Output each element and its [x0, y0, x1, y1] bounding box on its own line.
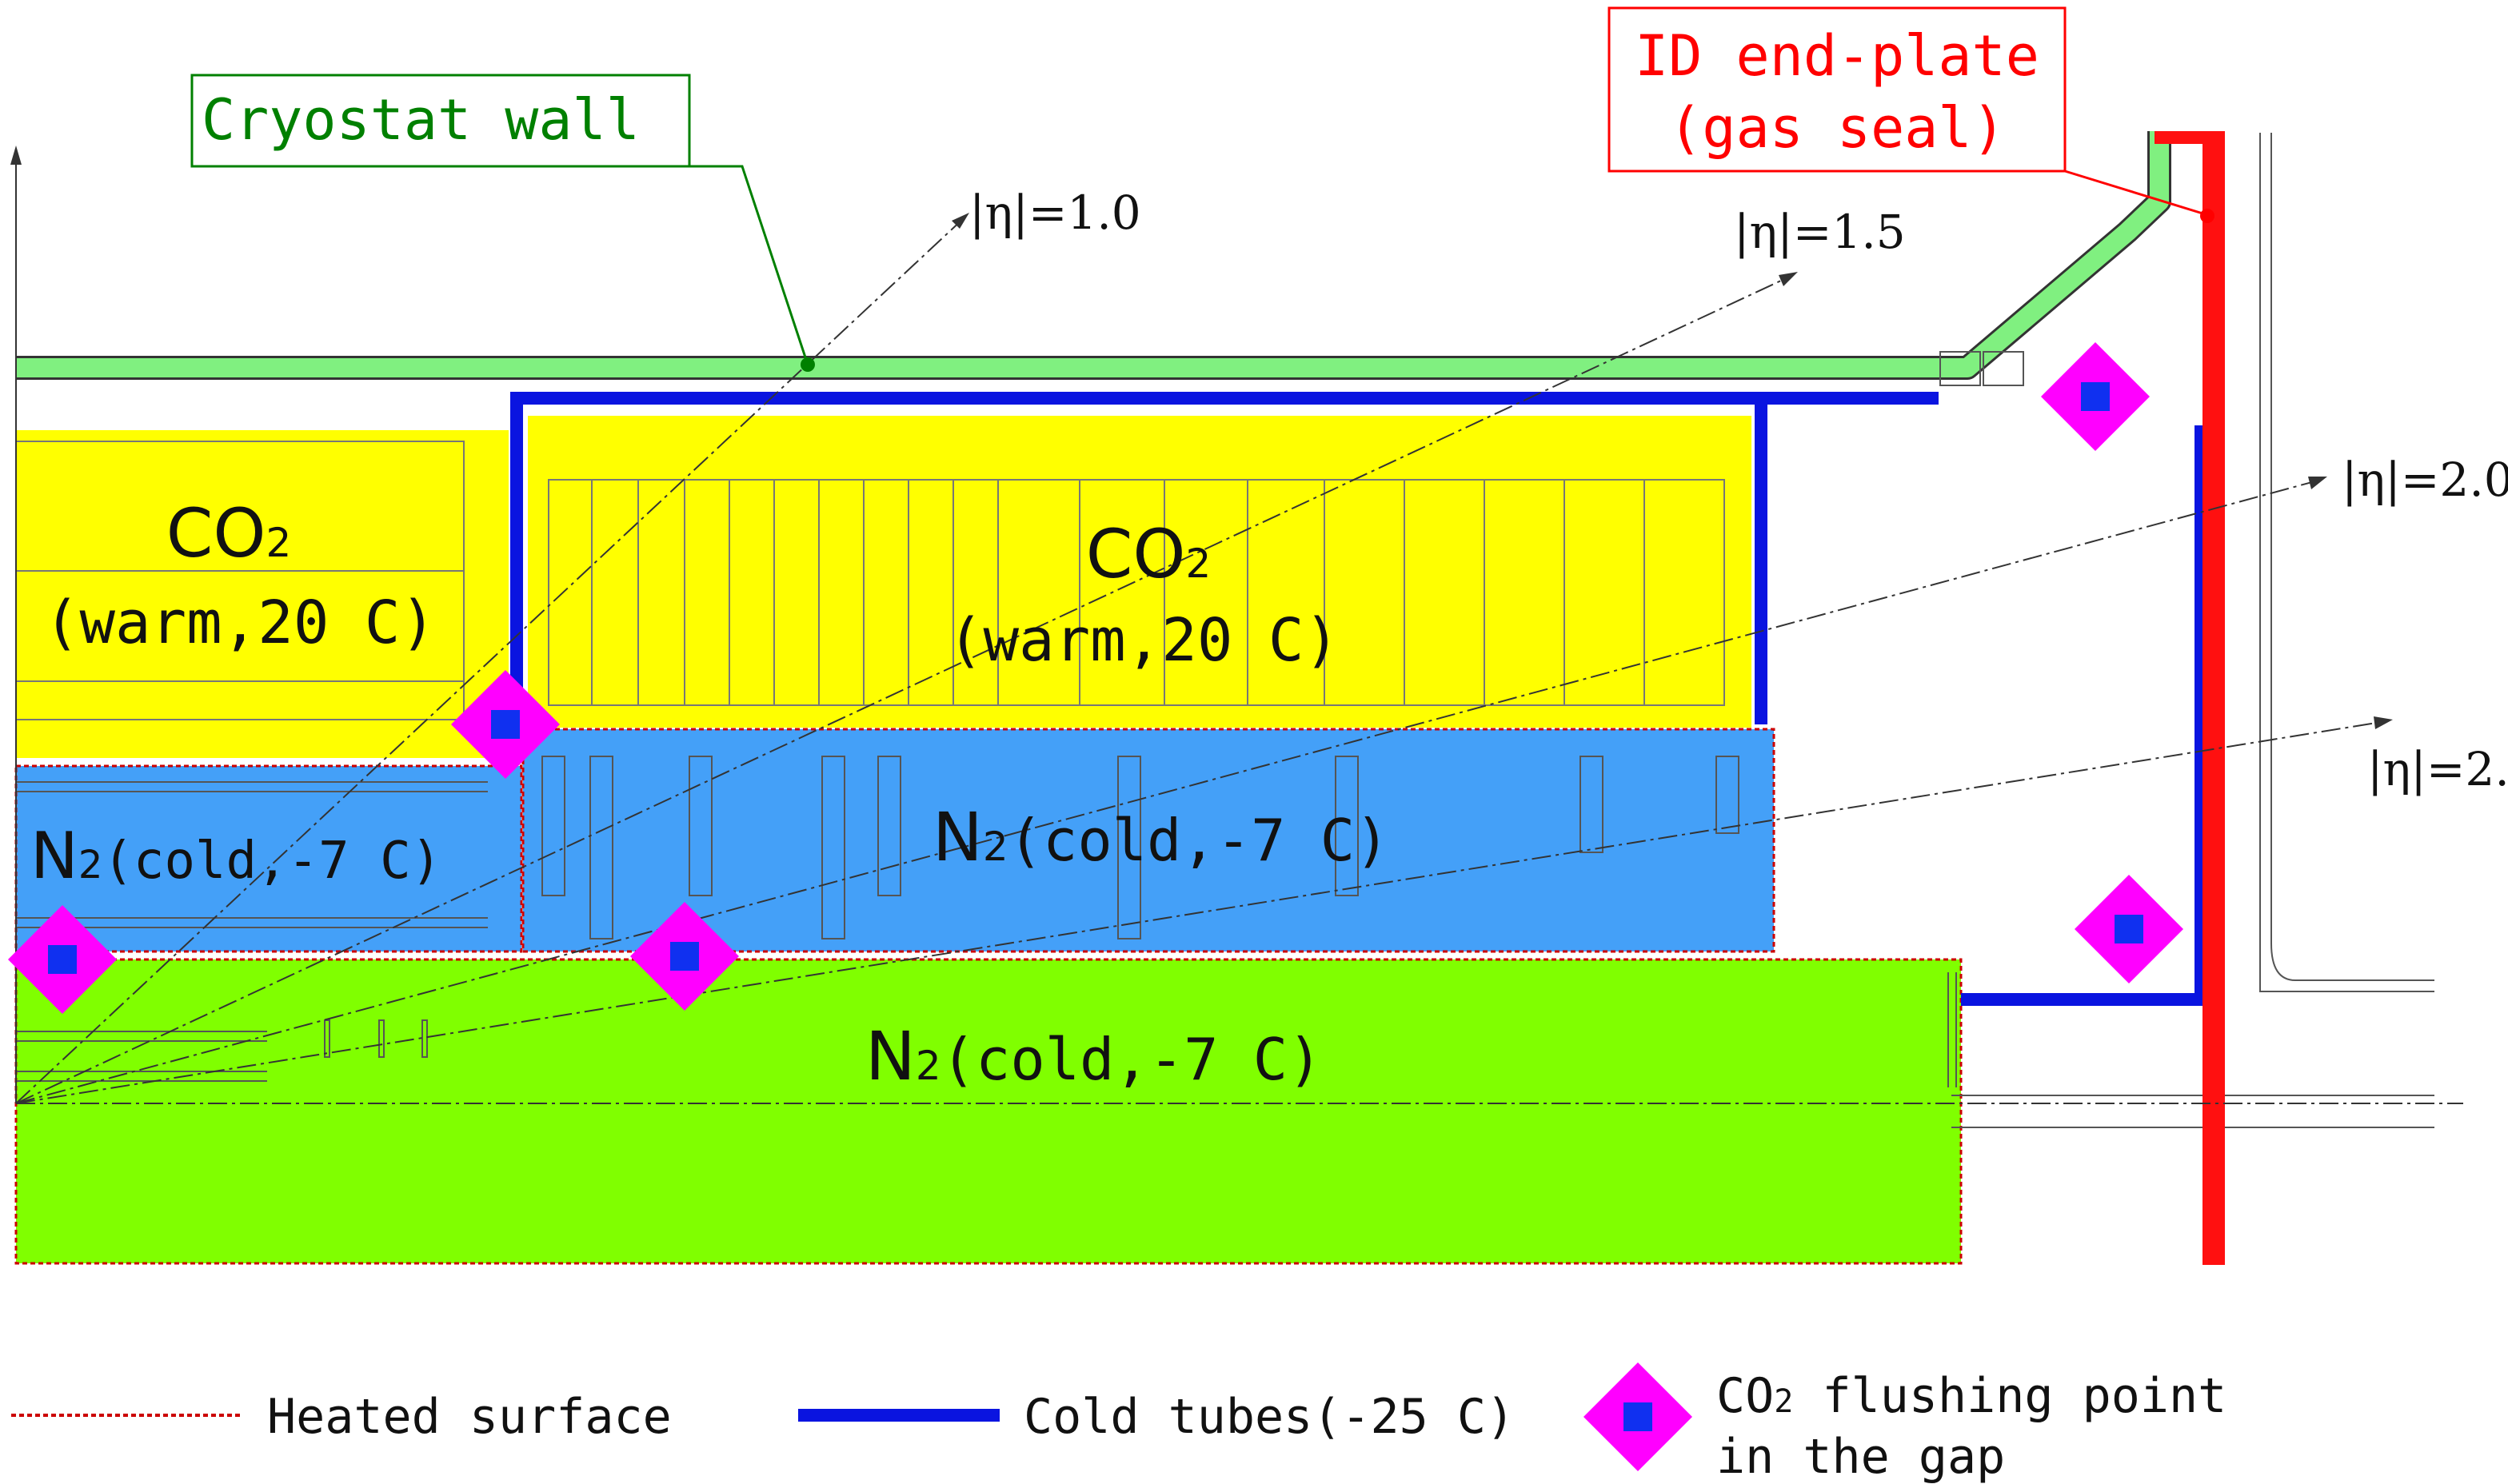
- label-n2-bottom: N2(cold,-7 C): [865, 1017, 1322, 1095]
- flush-point-icon: [451, 670, 560, 779]
- eta-lines: [15, 217, 2463, 1104]
- legend-heated-surface: Heated surface: [11, 1389, 672, 1445]
- label-n2-mid: N2(cold,-7 C): [933, 798, 1389, 876]
- label-co2-left: CO2 (warm,20 C): [44, 494, 436, 657]
- region-co2-main: [528, 416, 1751, 728]
- legend: Heated surface Cold tubes(-25 C) CO2 flu…: [11, 1362, 2226, 1484]
- end-plate-callout: ID end-plate (gas seal): [1607, 6, 2214, 223]
- svg-text:CO2 flushing point: CO2 flushing point: [1716, 1368, 2226, 1424]
- region-n2-left: [14, 764, 523, 953]
- flush-point-icon: [2075, 875, 2183, 983]
- outer-support-structure: [1951, 133, 2434, 1128]
- flush-point-markers: [8, 342, 2183, 1014]
- svg-text:N2(cold,-7 C): N2(cold,-7 C): [933, 798, 1389, 876]
- region-n2-mid: [521, 728, 1775, 953]
- eta-arrowheads: [952, 213, 2393, 729]
- svg-text:Heated surface: Heated surface: [267, 1389, 672, 1445]
- eta-label-1-0: |η|=1.0: [969, 186, 1141, 240]
- svg-text:in the gap: in the gap: [1716, 1429, 2005, 1484]
- vertical-axis: [10, 146, 22, 1103]
- svg-text:CO2: CO2: [1086, 515, 1212, 593]
- id-end-plate: [2155, 131, 2225, 1265]
- svg-text:Cold tubes(-25 C): Cold tubes(-25 C): [1024, 1389, 1515, 1445]
- svg-text:(warm,20 C): (warm,20 C): [948, 606, 1340, 675]
- eta-label-1-5: |η|=1.5: [1734, 205, 1906, 259]
- cryostat-wall: [16, 131, 2171, 386]
- eta-label-2-0: |η|=2.0: [2342, 453, 2508, 507]
- flush-point-icon: [2041, 342, 2150, 451]
- svg-text:CO2: CO2: [166, 494, 292, 572]
- svg-text:(gas seal): (gas seal): [1668, 95, 2005, 161]
- region-n2-bottom: [14, 958, 1963, 1265]
- cryostat-wall-callout: Cryostat wall: [190, 74, 815, 372]
- svg-text:N2(cold,-7 C): N2(cold,-7 C): [30, 819, 441, 893]
- inner-detail-lines: [16, 972, 1957, 1087]
- flush-point-icon: [8, 905, 117, 1014]
- eta-label-2-5: |η|=2.5: [2367, 742, 2508, 796]
- label-co2-main: CO2 (warm,20 C): [948, 515, 1340, 675]
- region-co2-left: [15, 430, 509, 758]
- svg-text:Cryostat wall: Cryostat wall: [202, 87, 640, 153]
- svg-text:ID end-plate: ID end-plate: [1635, 23, 2039, 89]
- svg-text:N2(cold,-7 C): N2(cold,-7 C): [865, 1017, 1322, 1095]
- legend-flush-point: CO2 flushing point in the gap: [1583, 1362, 2226, 1484]
- label-n2-left: N2(cold,-7 C): [30, 819, 441, 893]
- cold-tubes: [510, 392, 2207, 1006]
- eta-labels: |η|=1.0 |η|=1.5 |η|=2.0 |η|=2.5: [969, 186, 2508, 796]
- flush-point-icon: [1583, 1362, 1692, 1471]
- svg-text:(warm,20 C): (warm,20 C): [44, 588, 436, 657]
- legend-cold-tubes: Cold tubes(-25 C): [798, 1389, 1515, 1445]
- flush-point-icon: [630, 902, 739, 1011]
